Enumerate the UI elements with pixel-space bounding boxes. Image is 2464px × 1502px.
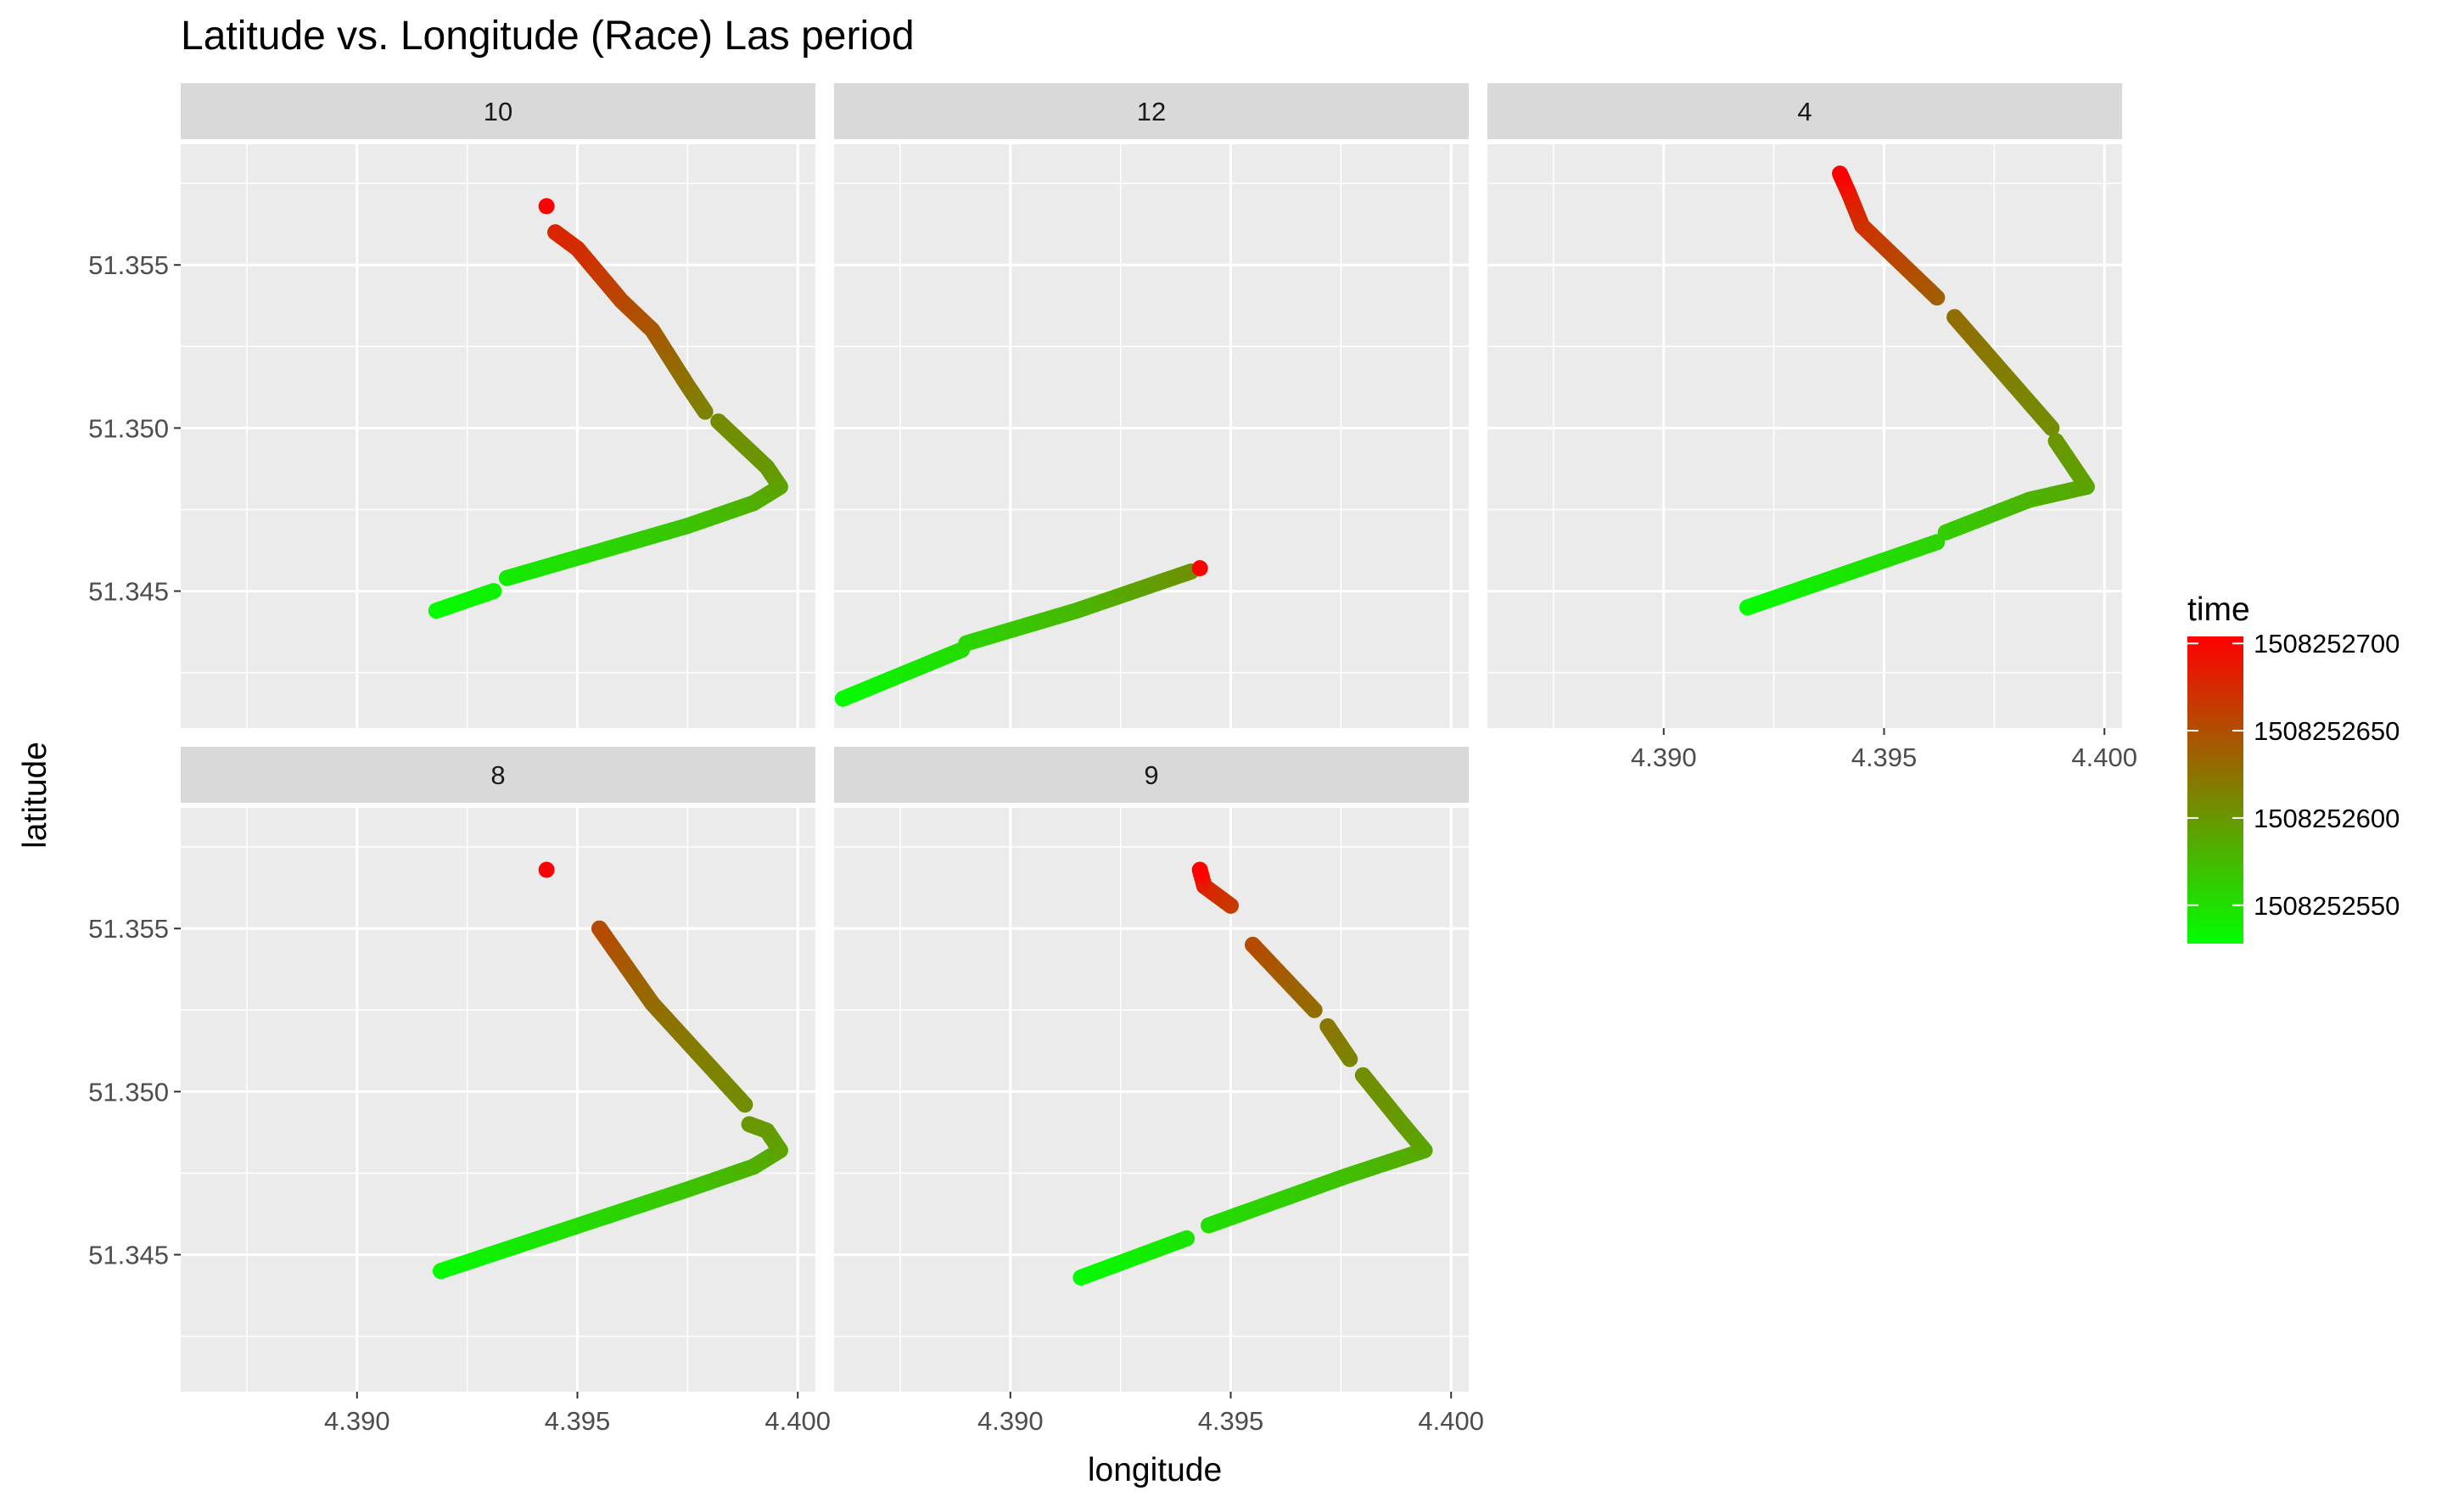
panel-background [181, 808, 815, 1392]
facet-strip [181, 83, 815, 139]
y-tick-label: 51.345 [88, 1241, 169, 1270]
legend-label: 1508252600 [2254, 804, 2400, 833]
facet-strip-label: 10 [484, 97, 512, 126]
x-tick-label: 4.390 [324, 1406, 390, 1436]
x-tick-label: 4.395 [545, 1406, 611, 1436]
y-tick-label: 51.345 [88, 577, 169, 607]
data-point [1244, 936, 1261, 953]
facet-points [428, 198, 788, 619]
panel-background [181, 144, 815, 728]
y-tick-label: 51.350 [88, 1077, 169, 1107]
facet-strip [181, 747, 815, 803]
chart-title: Latitude vs. Longitude (Race) Las period [181, 14, 915, 59]
x-tick-label: 4.400 [1418, 1406, 1484, 1436]
facet-strip [834, 747, 1469, 803]
x-tick-label: 4.395 [1198, 1406, 1264, 1436]
data-point [485, 583, 502, 600]
data-point [591, 920, 608, 937]
y-axis-title: latitude [17, 742, 53, 849]
facet-panel-9: 9 [834, 747, 1469, 1392]
facet-panels: 10 12 4 8 9 [181, 83, 2122, 1392]
facet-strip-label: 4 [1797, 97, 1812, 126]
facet-panel-10: 10 [181, 83, 815, 728]
data-point [741, 1116, 758, 1133]
facet-points [1072, 861, 1433, 1286]
data-point [2047, 433, 2064, 450]
facet-panel-4: 4 [1487, 83, 2122, 728]
facet-strip [1487, 83, 2122, 139]
facet-strip-label: 8 [490, 760, 505, 790]
facet-points [834, 560, 1208, 707]
x-tick-label: 4.390 [1631, 743, 1697, 772]
legend-label: 1508252650 [2254, 716, 2400, 746]
facet-panel-8: 8 [181, 747, 815, 1392]
panel-background [834, 808, 1469, 1392]
data-point [1191, 560, 1208, 577]
data-point [1354, 1067, 1371, 1084]
facet-strip-label: 9 [1144, 760, 1158, 790]
axis-ticks: 51.345 51.350 51.355 51.345 51.350 51.355 4.39… [88, 250, 2137, 1436]
facet-panel-12: 12 [834, 83, 1469, 728]
x-tick-label: 4.400 [2071, 743, 2137, 772]
facet-strip-label: 12 [1137, 97, 1166, 126]
data-point [547, 224, 564, 241]
x-tick-label: 4.400 [764, 1406, 831, 1436]
x-tick-label: 4.395 [1851, 743, 1918, 772]
data-point [538, 861, 555, 878]
panel-background [1487, 144, 2122, 728]
data-point [1319, 1018, 1336, 1035]
facet-strip [834, 83, 1469, 139]
data-point [1832, 165, 1849, 182]
data-point [1191, 861, 1208, 878]
legend-title: time [2187, 591, 2250, 628]
color-legend: time 1508252550 1508252600 1508252650 15082… [2187, 591, 2400, 944]
x-axis-title: longitude [1088, 1452, 1222, 1488]
y-tick-label: 51.355 [88, 250, 169, 280]
panel-background [834, 144, 1469, 728]
facet-points [1739, 165, 2095, 616]
x-tick-label: 4.390 [977, 1406, 1044, 1436]
data-point [1179, 1230, 1196, 1247]
legend-label: 1508252550 [2254, 891, 2400, 921]
data-point [538, 198, 555, 215]
y-tick-label: 51.350 [88, 413, 169, 443]
y-tick-label: 51.355 [88, 914, 169, 944]
data-point [710, 413, 727, 430]
legend-label: 1508252700 [2254, 629, 2400, 659]
facet-points [432, 861, 788, 1280]
legend-colorbar [2187, 636, 2243, 944]
data-point [1946, 309, 1963, 326]
